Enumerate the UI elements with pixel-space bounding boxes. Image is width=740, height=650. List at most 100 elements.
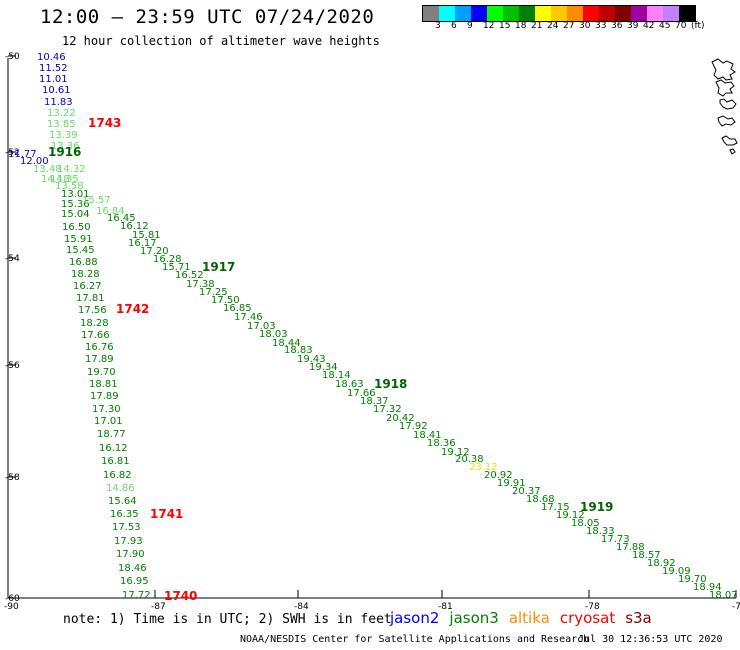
coastline-islands: [711, 58, 738, 155]
color-legend-bar: [422, 5, 696, 22]
legend-swatch: [647, 6, 663, 21]
lat-label: -58: [5, 473, 20, 483]
wave-height-value-track-1740: 11.52: [39, 63, 68, 74]
map-axes: -50 -52 -54 -56 -58 -60-90 -87 -84 -81 -78 -75: [4, 52, 740, 612]
map-title: 12:00 — 23:59 UTC 07/24/2020: [40, 6, 375, 28]
map-subtitle: 12 hour collection of altimeter wave hei…: [62, 34, 380, 48]
wave-height-value-track-1919: 18.83: [284, 345, 313, 356]
legend-swatch: [567, 6, 583, 21]
wave-height-value-track-1919: 18.33: [586, 526, 615, 537]
wave-height-value-track-1919: 17.32: [373, 404, 402, 415]
lon-label: -81: [438, 602, 453, 612]
legend-swatch: [599, 6, 615, 21]
wave-height-value-track-1740: 15.04: [61, 209, 90, 220]
wave-height-value-track-1740: 13.39: [49, 130, 78, 141]
color-legend-labels: 3 6 9 12 15 18 21 24 27 30 33 36 39 42 45 70 (ft): [422, 21, 740, 33]
wave-height-value-track-1919: 19.43: [297, 354, 326, 365]
legend-label: 39: [627, 21, 639, 31]
wave-height-value-track-1740: 10.46: [37, 52, 66, 63]
wave-height-value-track-1919: 18.44: [272, 338, 301, 349]
wave-height-value-track-1740: 15.64: [108, 496, 137, 507]
wave-height-value-track-1919: 19.12: [556, 510, 585, 521]
legend-swatch: [551, 6, 567, 21]
legend-label: 30: [579, 21, 591, 31]
wave-height-value-track-1919: 20.37: [512, 486, 541, 497]
satellite-altika: altika: [508, 609, 550, 627]
track-time-labels: 1743 1742 1741 1740 1916 1917 1918 1919: [48, 116, 613, 603]
island-outline: [711, 58, 736, 81]
wave-height-value-track-1919: 18.03: [259, 329, 288, 340]
legend-label: (ft): [691, 21, 705, 31]
wave-height-value-track-1919: 15.71: [162, 262, 191, 273]
wave-height-value-track-1740: 18.77: [97, 429, 126, 440]
wave-height-value-track-1740: 16.35: [110, 509, 139, 520]
wave-height-value-track-1740: 19.70: [87, 367, 116, 378]
wave-height-value-track-1919: 16.45: [107, 213, 136, 224]
wave-height-value-track-1919: 17.92: [399, 421, 428, 432]
legend-swatch: [535, 6, 551, 21]
wave-height-value-track-1919: 17.46: [234, 312, 263, 323]
wave-height-value-track-1740: 17.93: [114, 536, 143, 547]
wave-height-tracks: 10.4611.5211.0110.6111.8313.2213.8513.39…: [8, 52, 738, 601]
wave-height-value-track-1919: 18.41: [413, 430, 442, 441]
legend-swatch: [519, 6, 535, 21]
wave-height-value-track-1919: 18.36: [427, 438, 456, 449]
wave-height-value-track-1919: 17.25: [199, 287, 228, 298]
wave-height-value-track-1740: 14.86: [106, 483, 135, 494]
lat-label: -50: [5, 52, 20, 62]
wave-height-value-track-1740: 17.56: [78, 305, 107, 316]
satellite-jason3: jason3: [449, 609, 499, 627]
island-outline: [719, 98, 737, 110]
wave-height-value-track-1919: 19.34: [309, 362, 338, 373]
wave-height-value-track-1740: 17.90: [116, 549, 145, 560]
wave-height-value-track-1740: 13.58: [55, 181, 84, 192]
wave-height-value-track-1740: 13.22: [47, 108, 76, 119]
legend-label: 27: [563, 21, 575, 31]
wave-height-value-track-1740: 17.89: [85, 354, 114, 365]
wave-height-value-track-1919: 18.14: [322, 370, 351, 381]
wave-height-value-track-1919: 18.63: [335, 379, 364, 390]
wave-height-value-track-1919: 15.57: [82, 195, 111, 206]
wave-height-value-track-1919: 18.37: [360, 396, 389, 407]
legend-swatch: [455, 6, 471, 21]
wave-height-value-track-1919: 16.28: [153, 254, 182, 265]
wave-height-value-track-1740: 18.28: [71, 269, 100, 280]
legend-label: 9: [467, 21, 473, 31]
wave-height-value-track-1740: 18.81: [89, 379, 118, 390]
lon-label: -78: [585, 602, 600, 612]
wave-height-value-track-1740: 16.27: [73, 281, 102, 292]
wave-height-value-track-1919: 15.81: [132, 230, 161, 241]
lat-label: -52: [5, 148, 20, 158]
time-label-cryosat: 1742: [116, 302, 149, 316]
legend-label: 3: [435, 21, 441, 31]
lon-label: -90: [4, 602, 19, 612]
legend-swatch: [487, 6, 503, 21]
wave-height-value-track-1919: 18.57: [632, 550, 661, 561]
satellite-s3a: s3a: [625, 609, 652, 627]
time-label-jason3: 1918: [374, 377, 407, 391]
time-label-jason3: 1916: [48, 145, 81, 159]
legend-label: 70: [675, 21, 687, 31]
wave-height-value-track-1740: 16.50: [62, 222, 91, 233]
wave-height-value-track-1740: 16.95: [120, 576, 149, 587]
wave-height-value-track-1740: 13.36: [51, 141, 80, 152]
wave-height-value-track-1740: 11.83: [44, 97, 73, 108]
legend-swatch: [471, 6, 487, 21]
legend-swatch: [663, 6, 679, 21]
units-note: note: 1) Time is in UTC; 2) SWH is in fe…: [63, 612, 392, 627]
wave-height-value-track-1919: 16.17: [128, 238, 157, 249]
wave-height-value-track-1919: 18.68: [526, 494, 555, 505]
island-outline: [721, 135, 738, 146]
wave-height-value-track-1740: 13.48: [33, 164, 62, 175]
wave-height-value-track-1919: 16.12: [120, 221, 149, 232]
wave-height-value-track-1919: 19.91: [497, 478, 526, 489]
wave-height-value-track-1740: 13.01: [61, 189, 90, 200]
wave-height-value-track-1740: 15.36: [61, 199, 90, 210]
wave-height-value-track-1740: 11.01: [39, 74, 68, 85]
wave-height-value-track-1740: 16.12: [99, 443, 128, 454]
wave-height-value-track-1919: 17.50: [211, 295, 240, 306]
wave-height-value-track-1919: 19.70: [678, 574, 707, 585]
time-label-cryosat: 1740: [164, 589, 197, 603]
legend-label: 33: [595, 21, 607, 31]
lat-label: -54: [5, 254, 20, 264]
